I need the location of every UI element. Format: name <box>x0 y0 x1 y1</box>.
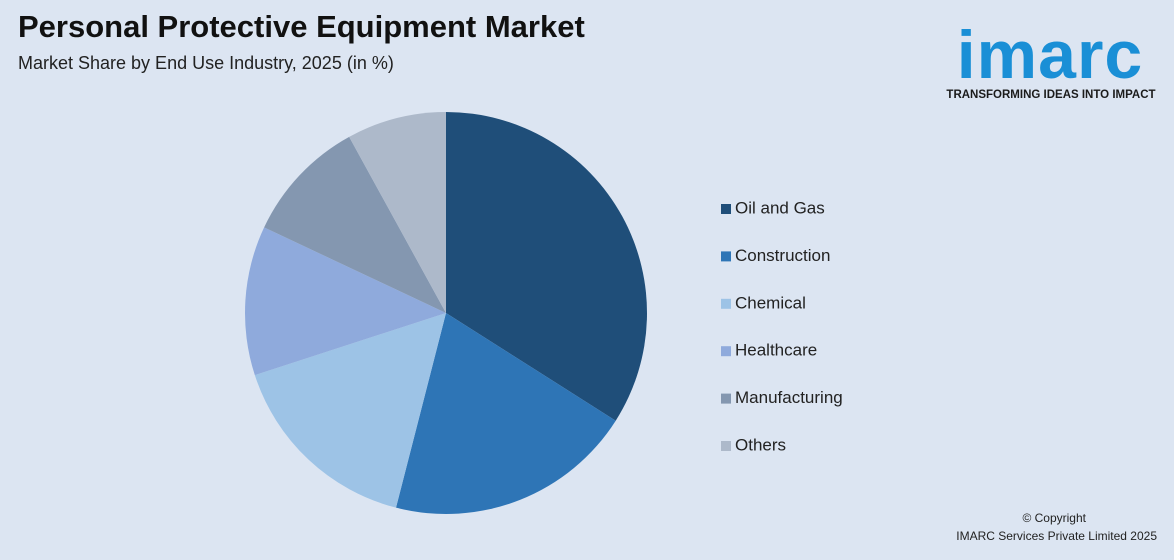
legend: Oil and Gas Construction Chemical Healthcar… <box>721 198 843 454</box>
legend-swatch <box>721 298 731 309</box>
legend-label: Healthcare <box>735 341 817 360</box>
legend-label: Construction <box>735 246 830 265</box>
pie-slice <box>396 313 616 514</box>
copyright-owner: IMARC Services Private Limited 2025 <box>956 529 1157 543</box>
legend-swatch <box>721 346 731 357</box>
pie-slice <box>446 112 647 421</box>
legend-label: Others <box>735 435 786 454</box>
chart-subtitle: Market Share by End Use Industry, 2025 (… <box>18 53 394 73</box>
pie-slice <box>244 227 446 376</box>
logo: imarc <box>957 17 1143 93</box>
pie-slice <box>264 136 446 313</box>
legend-swatch <box>721 441 731 451</box>
pie <box>244 112 647 514</box>
logo-tagline: TRANSFORMING IDEAS INTO IMPACT <box>946 89 1155 101</box>
pie-slice <box>349 112 446 313</box>
pie-slice <box>254 313 446 508</box>
legend-swatch <box>721 393 731 404</box>
legend-label: Oil and Gas <box>735 198 825 217</box>
legend-swatch <box>721 204 731 214</box>
legend-label: Chemical <box>735 293 806 312</box>
legend-swatch <box>721 251 731 262</box>
copyright: © Copyright <box>1022 511 1086 525</box>
legend-label: Manufacturing <box>735 388 843 407</box>
chart-title: Personal Protective Equipment Market <box>18 9 585 44</box>
